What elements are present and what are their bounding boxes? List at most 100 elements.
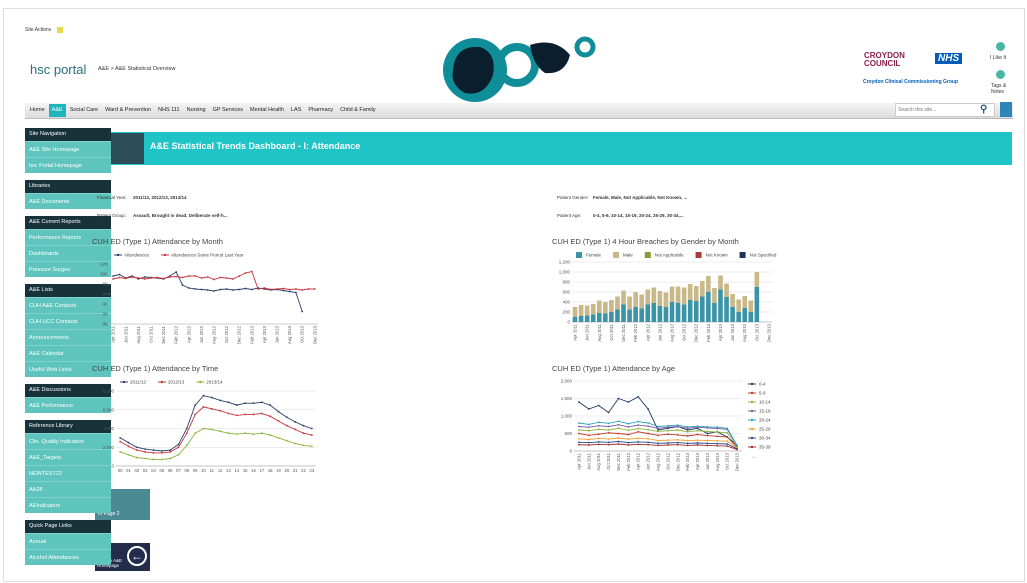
nav-scroll[interactable] <box>1000 102 1012 117</box>
sidebar-link[interactable]: Dashboards <box>25 245 111 261</box>
point <box>637 441 640 443</box>
back-icon[interactable]: ← <box>127 546 147 566</box>
search-box[interactable]: Search this site... <box>895 103 995 117</box>
filter-value[interactable]: Assault, Brought in dead, Deliberate sel… <box>133 213 228 218</box>
point <box>225 277 228 279</box>
point <box>227 432 230 435</box>
y-tick-label: 1,000 <box>561 414 573 419</box>
point <box>666 439 669 442</box>
point <box>726 445 729 447</box>
sidebar-link[interactable]: Announcements <box>25 329 111 345</box>
x-tick-label: 01 <box>126 468 131 473</box>
x-tick-label: Jun 2013 <box>705 452 710 470</box>
nav-item[interactable]: Ward & Prevention <box>105 107 152 113</box>
nav-item[interactable]: GP Services <box>212 107 244 113</box>
point <box>301 289 304 291</box>
bar-segment <box>645 289 651 305</box>
sidebar-link[interactable]: Annual <box>25 533 111 549</box>
point <box>294 421 297 423</box>
page2-label[interactable]: To Page 2 <box>97 511 120 517</box>
point <box>144 451 147 453</box>
filter-value[interactable]: 0-4, 5-9, 10-14, 15-19, 20-24, 25-29, 30… <box>593 213 684 218</box>
point <box>302 432 305 435</box>
chart: CUH ED (Type 1) 4 Hour Breaches by Gende… <box>552 237 777 342</box>
sidebar-link[interactable]: AEIndicators <box>25 497 111 513</box>
nav-item[interactable]: Nursing <box>186 107 206 113</box>
nav-item[interactable]: Child & Family <box>340 107 376 113</box>
search-icon[interactable]: ⚲ <box>980 104 988 115</box>
sidebar-link[interactable]: A&E Calendar <box>25 345 111 361</box>
tags-label[interactable]: Tags & Notes <box>991 83 1007 95</box>
tags-icon[interactable] <box>996 70 1005 79</box>
sidebar-link[interactable]: A&E Documents <box>25 193 111 209</box>
filter-value[interactable]: Female, Male, Not Applicable, Not Known,… <box>593 195 688 200</box>
x-tick-label: 08 <box>184 468 189 473</box>
bar-segment <box>742 308 748 322</box>
y-tick-label: 4,000 <box>103 426 115 431</box>
sidebar-link[interactable]: A&E_Targets <box>25 449 111 465</box>
point <box>666 424 669 427</box>
logo[interactable]: hsc portal <box>30 62 87 77</box>
sidebar-link[interactable]: A&E Performance <box>25 397 111 413</box>
point <box>607 441 610 444</box>
sidebar-link[interactable]: CUH A&E Contacts <box>25 297 111 313</box>
sidebar-link[interactable]: CUH UCC Contacts <box>25 313 111 329</box>
legend-swatch <box>163 253 167 257</box>
point <box>244 413 247 416</box>
like-icon[interactable] <box>996 42 1005 51</box>
filter-value[interactable]: 2011/12, 2012/13, 2013/14 <box>133 195 187 200</box>
bar-segment <box>584 315 590 322</box>
sidebar-link[interactable]: A&E Site Homepage <box>25 141 111 157</box>
point <box>135 449 138 451</box>
point <box>686 425 689 428</box>
nav-item[interactable]: Social Care <box>69 107 99 113</box>
nav-item[interactable]: Mental Health <box>250 107 284 113</box>
nav-item[interactable]: Home <box>30 107 45 113</box>
point <box>269 404 272 406</box>
nav-item[interactable]: A&E <box>48 104 66 117</box>
point <box>235 414 238 417</box>
point <box>657 442 659 445</box>
sidebar-link[interactable]: Pressure Surges <box>25 261 111 277</box>
line-series <box>119 395 312 452</box>
point <box>607 443 610 446</box>
point <box>617 397 620 400</box>
point <box>716 435 719 438</box>
y-tick-label: 2K <box>102 312 108 317</box>
sidebar-link[interactable]: Alcohol Attendances <box>25 549 111 565</box>
y-tick-label: 0K <box>102 322 108 327</box>
sidebar-link[interactable]: AA28 <box>25 481 111 497</box>
sidebar-link[interactable]: hsc Portal Homepage <box>25 157 111 173</box>
point <box>686 427 689 430</box>
point <box>152 449 155 451</box>
point <box>202 394 205 397</box>
point <box>119 440 122 443</box>
sidebar-link[interactable]: Useful Web Links <box>25 361 111 377</box>
point <box>277 436 280 439</box>
bar-segment <box>639 308 644 322</box>
nav-item[interactable]: LAS <box>290 107 302 113</box>
x-tick-label: Jun 2012 <box>657 323 662 341</box>
point <box>119 451 122 453</box>
bar-segment <box>669 302 675 322</box>
like-label[interactable]: I Like It <box>990 55 1007 61</box>
point <box>135 446 138 449</box>
site-actions[interactable]: Site Actions <box>25 27 52 33</box>
point <box>213 290 215 292</box>
x-tick-label: Apr 2013 <box>262 325 267 343</box>
point <box>578 437 580 440</box>
point <box>310 427 313 430</box>
edit-icon[interactable] <box>57 27 63 33</box>
point <box>686 429 689 431</box>
nav-item[interactable]: NHS 111 <box>158 107 180 113</box>
point <box>597 404 600 407</box>
sidebar-link[interactable]: NEWTEST22 <box>25 465 111 481</box>
point <box>252 433 255 436</box>
sidebar-link[interactable]: Clin. Quality Indicators <box>25 433 111 449</box>
sidebar-link[interactable]: Performance Reports <box>25 229 111 245</box>
nav-item[interactable]: Pharmacy <box>308 107 334 113</box>
chart-title: CUH ED (Type 1) Attendance by Age <box>552 364 675 373</box>
x-tick-label: Apr 2011 <box>576 452 581 469</box>
point <box>213 278 215 281</box>
breadcrumb[interactable]: A&E > A&E Statistical Overview <box>98 66 176 72</box>
